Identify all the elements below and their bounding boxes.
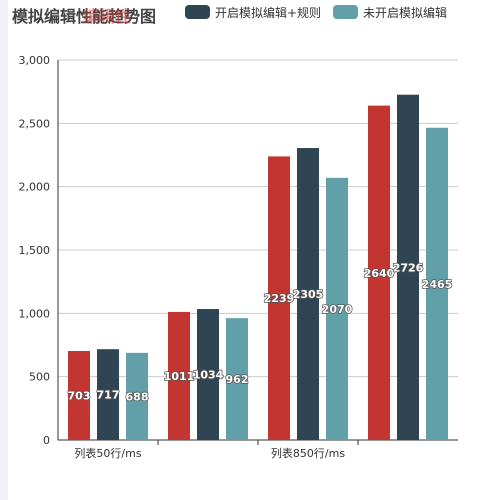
bar-value-label: 1034 <box>193 369 224 382</box>
bar-value-label: 2465 <box>422 278 453 291</box>
bar-value-label: 1011 <box>164 370 195 383</box>
bar-value-label: 703 <box>68 389 91 402</box>
legend-item-series-2[interactable]: 开启模拟编辑+规则 <box>185 3 321 21</box>
bar <box>268 156 290 441</box>
legend-label-series-2: 开启模拟编辑+规则 <box>215 5 322 20</box>
bar-value-label: 962 <box>226 373 249 386</box>
y-tick-label: 0 <box>43 434 50 447</box>
bar-value-label: 2640 <box>364 267 395 280</box>
bar <box>226 318 248 440</box>
bar <box>126 352 148 440</box>
bar-value-label: 688 <box>126 390 149 403</box>
legend-label-series-3: 未开启模拟编辑 <box>363 5 448 20</box>
left-edge-strip <box>0 0 8 500</box>
bar <box>297 148 319 441</box>
y-tick-label: 500 <box>29 371 50 384</box>
bar <box>397 94 419 440</box>
legend-item-series-3[interactable]: 未开启模拟编辑 <box>333 3 447 21</box>
bar <box>168 311 190 440</box>
legend-swatch-series-3 <box>333 5 358 19</box>
bar <box>68 350 90 440</box>
y-tick-label: 1,500 <box>19 244 51 257</box>
bar <box>426 127 448 441</box>
chart-title: 模拟编辑性能趋势图 <box>12 7 157 26</box>
bar-value-label: 2726 <box>393 261 424 274</box>
y-tick-label: 2,000 <box>19 181 51 194</box>
y-tick-label: 1,000 <box>19 307 51 320</box>
bar <box>368 105 390 440</box>
bar <box>326 177 348 441</box>
bar <box>197 309 219 440</box>
x-category-label: 列表850行/ms <box>271 446 345 460</box>
y-tick-label: 3,000 <box>19 54 51 67</box>
x-category-label: 列表50行/ms <box>74 446 141 460</box>
bar-value-label: 2070 <box>322 303 353 316</box>
y-tick-label: 2,500 <box>19 117 51 130</box>
bar <box>97 349 119 440</box>
bar-value-label: 2239 <box>264 292 295 305</box>
bar-value-label: 2305 <box>293 288 324 301</box>
bar-value-label: 717 <box>97 389 120 402</box>
legend-swatch-series-2 <box>185 5 210 19</box>
chart-title-overlap: 编辑性 <box>83 7 132 26</box>
